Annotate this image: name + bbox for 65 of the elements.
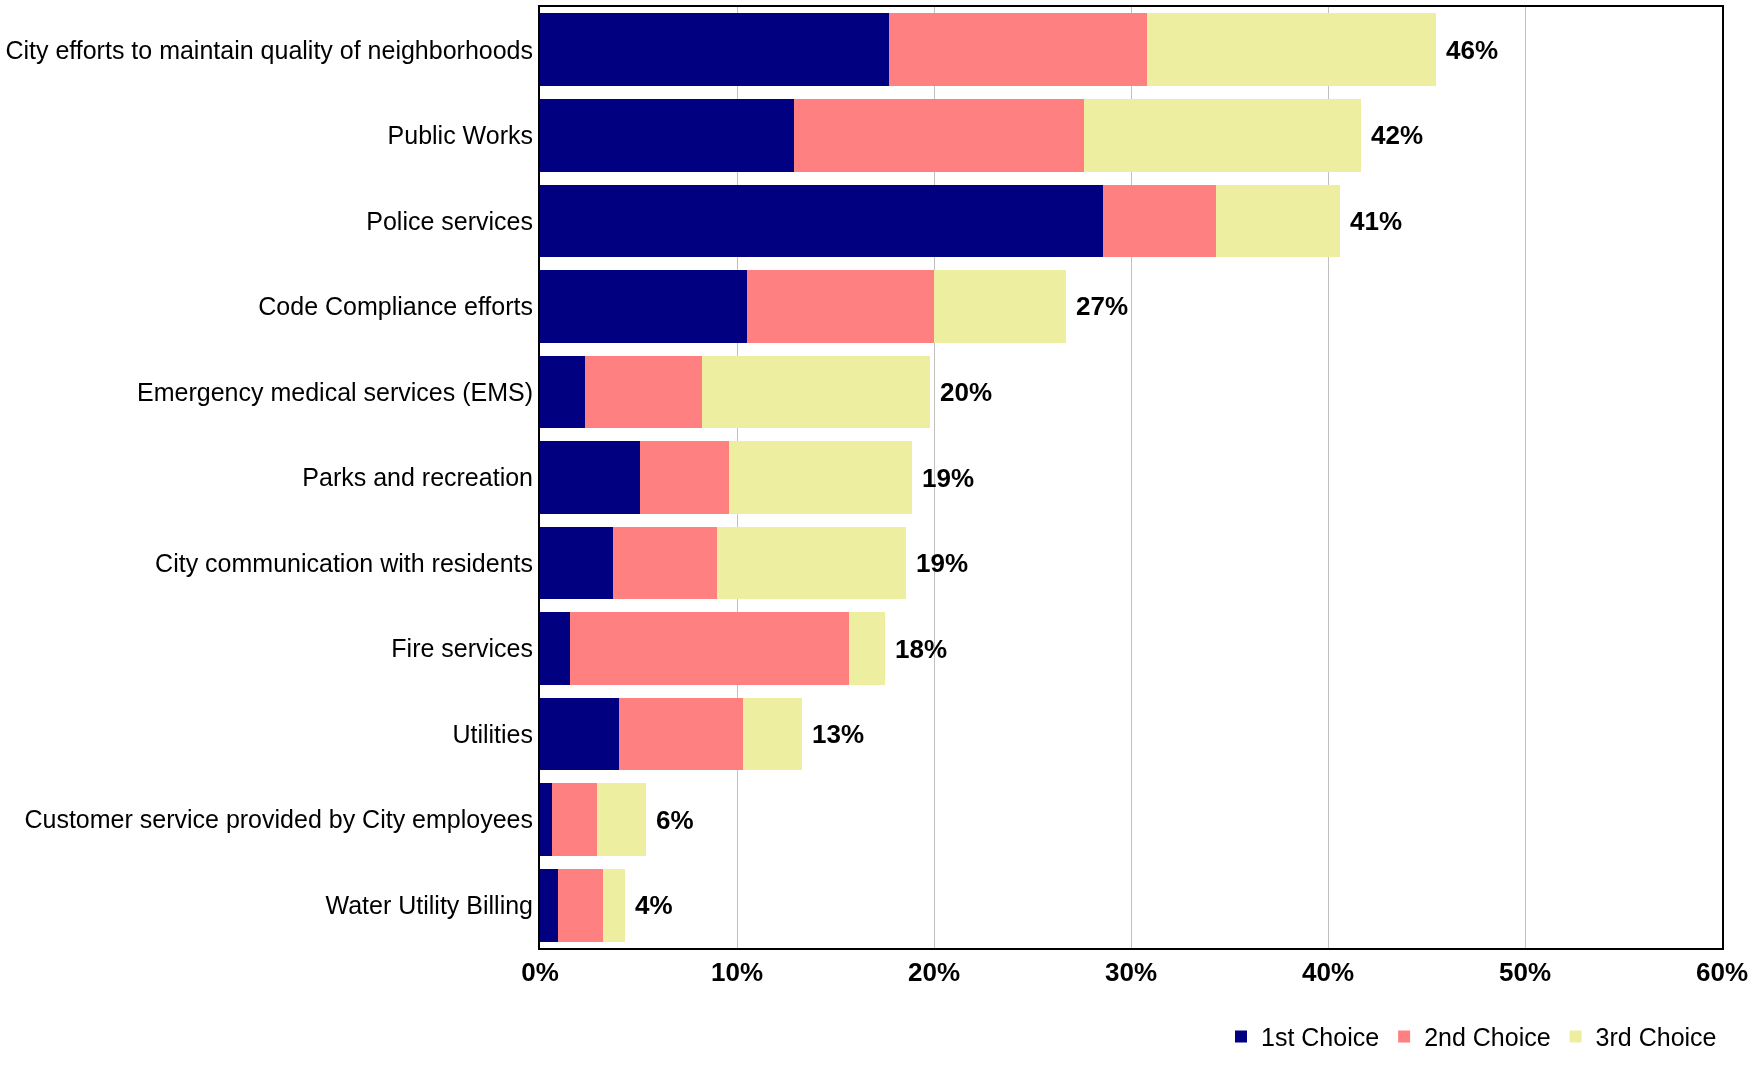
bar: [540, 441, 641, 514]
bar: [603, 868, 625, 942]
bar: [701, 355, 931, 429]
bar: [540, 697, 619, 771]
bar: [540, 98, 795, 172]
bar: [849, 612, 885, 685]
bar: [640, 441, 730, 514]
bar: [1083, 98, 1362, 172]
bar: [729, 441, 913, 514]
bar: [1146, 13, 1437, 87]
y-tick-label: Parks and recreation: [302, 463, 533, 492]
legend-label: 1st Choice: [1261, 1023, 1380, 1052]
bar: [612, 526, 718, 600]
bar: [551, 783, 598, 857]
bar: [540, 868, 558, 942]
y-tick-label: Customer service provided by City employees: [24, 805, 533, 834]
bar: [1215, 184, 1340, 258]
bar: [585, 355, 702, 429]
bar: [540, 783, 552, 857]
total-label: 13%: [812, 719, 865, 749]
bar: [742, 697, 803, 771]
x-tick-label: 50%: [1498, 957, 1552, 988]
bar: [540, 526, 613, 600]
total-label: 20%: [940, 377, 993, 407]
total-label: 19%: [916, 548, 969, 578]
x-tick-label: 0%: [521, 957, 559, 988]
y-tick-label: City efforts to maintain quality of neighborhoods: [5, 35, 533, 64]
bar: [540, 184, 1104, 258]
bar: [746, 270, 934, 343]
y-tick-label: Emergency medical services (EMS): [137, 377, 533, 406]
bar: [569, 612, 850, 685]
y-tick-label: Fire services: [391, 634, 533, 663]
y-tick-label: City communication with residents: [155, 548, 533, 577]
bar: [888, 13, 1147, 87]
bar: [540, 270, 747, 343]
bar: [557, 868, 604, 942]
y-tick-label: Code Compliance efforts: [258, 292, 533, 321]
y-tick-label: Police services: [366, 206, 533, 235]
x-tick-label: 30%: [1104, 957, 1158, 988]
total-label: 42%: [1371, 120, 1424, 150]
bar: [540, 355, 586, 429]
bar: [1103, 184, 1216, 258]
total-label: 41%: [1350, 206, 1403, 236]
bar: [540, 13, 889, 87]
x-tick-label: 40%: [1301, 957, 1355, 988]
y-tick-label: Public Works: [387, 121, 533, 150]
total-label: 18%: [895, 634, 948, 664]
total-label: 46%: [1446, 35, 1499, 65]
total-label: 19%: [922, 463, 975, 493]
legend-label: 3rd Choice: [1595, 1023, 1717, 1052]
bar: [597, 783, 647, 857]
total-label: 4%: [635, 890, 673, 920]
bar: [934, 270, 1066, 343]
bar: [794, 98, 1084, 172]
total-label: 6%: [656, 805, 694, 835]
y-tick-label: Utilities: [452, 719, 533, 748]
legend-label: 2nd Choice: [1424, 1023, 1551, 1052]
bar: [618, 697, 743, 771]
x-tick-label: 60%: [1695, 957, 1749, 988]
y-tick-label: Water Utility Billing: [325, 890, 533, 919]
x-tick-label: 10%: [710, 957, 764, 988]
bar: [540, 612, 570, 685]
bar: [717, 526, 907, 600]
total-label: 27%: [1076, 291, 1129, 321]
x-tick-label: 20%: [907, 957, 961, 988]
